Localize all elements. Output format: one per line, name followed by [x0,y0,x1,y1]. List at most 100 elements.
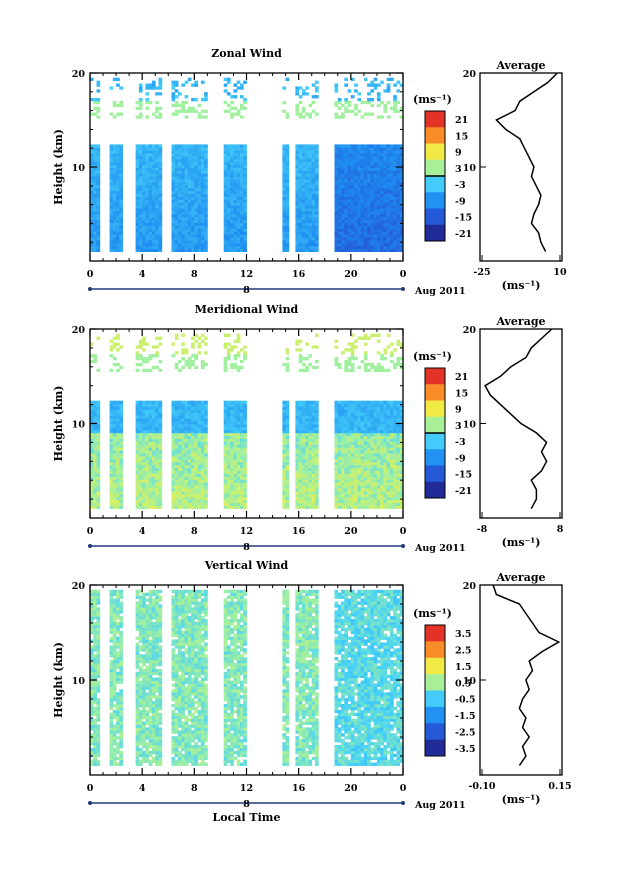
heatmap-cell [234,345,238,348]
heatmap-cell [305,410,309,413]
heatmap-cell [149,246,153,249]
heatmap-cell [155,354,159,357]
heatmap-cell [351,179,355,182]
heatmap-cell [175,500,179,503]
heatmap-cell [305,185,309,188]
heatmap-cell [198,223,202,226]
heatmap-cell [230,465,234,468]
heatmap-cell [194,84,198,87]
heatmap-cell [305,234,309,237]
heatmap-cell [370,453,374,456]
heatmap-cell [299,491,303,494]
heatmap-cell [367,165,371,168]
heatmap-cell [159,113,163,116]
heatmap-cell [139,421,143,424]
heatmap-cell [188,107,192,110]
heatmap-cell [194,208,198,211]
heatmap-cell [204,337,208,340]
heatmap-cell [240,144,244,147]
heatmap-cell [308,162,312,165]
heatmap-cell [354,468,358,471]
heatmap-cell [351,237,355,240]
heatmap-cell [351,223,355,226]
heatmap-cell [201,231,205,234]
heatmap-cell [188,173,192,176]
heatmap-cell [175,165,179,168]
heatmap-cell [227,401,231,404]
heatmap-cell [357,246,361,249]
heatmap-cell [344,188,348,191]
heatmap-cell [159,176,163,179]
heatmap-cell [110,113,114,116]
heatmap-cell [354,89,358,92]
heatmap-cell [380,202,384,205]
heatmap-cell [240,506,244,509]
heatmap-cell [172,144,176,147]
heatmap-cell [194,503,198,506]
heatmap-cell [364,113,368,116]
heatmap-cell [308,243,312,246]
heatmap-cell [387,226,391,229]
heatmap-cell [243,354,247,357]
heatmap-cell [227,351,231,354]
heatmap-cell [302,147,306,150]
heatmap-cell [302,482,306,485]
heatmap-cell [139,162,143,165]
heatmap-cell [152,442,156,445]
heatmap-cell [136,369,140,372]
heatmap-cell [308,223,312,226]
heatmap-cell [348,462,352,465]
heatmap-cell [113,144,117,147]
heatmap-cell [194,442,198,445]
heatmap-cell [175,246,179,249]
heatmap-cell [312,170,316,173]
heatmap-cell [224,226,228,229]
heatmap-cell [367,427,371,430]
heatmap-cell [341,191,345,194]
heatmap-cell [397,185,401,188]
heatmap-cell [367,479,371,482]
heatmap-cell [315,147,319,150]
heatmap-cell [224,176,228,179]
heatmap-cell [387,170,391,173]
heatmap-cell [341,503,345,506]
heatmap-cell [308,468,312,471]
heatmap-cell [181,217,185,220]
heatmap-cell [181,477,185,480]
heatmap-cell [142,202,146,205]
heatmap-cell [286,497,290,500]
heatmap-cell [282,110,286,113]
heatmap-cell [312,407,316,410]
heatmap-cell [354,144,358,147]
heatmap-cell [116,179,120,182]
heatmap-cell [377,173,381,176]
heatmap-cell [185,220,189,223]
heatmap-cell [344,237,348,240]
heatmap-cell [113,231,117,234]
heatmap-cell [159,211,163,214]
heatmap-cell [227,491,231,494]
heatmap-cell [178,468,182,471]
panel-title: Zonal Wind [211,47,282,60]
heatmap-cell [364,170,368,173]
heatmap-cell [185,421,189,424]
heatmap-cell [367,113,371,116]
heatmap-cell [230,228,234,231]
heatmap-cell [237,427,241,430]
heatmap-cell [178,220,182,223]
heatmap-cell [393,156,397,159]
heatmap-cell [240,450,244,453]
heatmap-cell [136,456,140,459]
heatmap-cell [149,474,153,477]
heatmap-cell [312,182,316,185]
heatmap-cell [191,345,195,348]
heatmap-cell [240,249,244,252]
heatmap-cell [354,439,358,442]
heatmap-cell [142,147,146,150]
heatmap-cell [377,104,381,107]
heatmap-cell [194,159,198,162]
heatmap-cell [308,477,312,480]
heatmap-cell [155,459,159,462]
heatmap-cell [341,491,345,494]
heatmap-cell [116,447,120,450]
